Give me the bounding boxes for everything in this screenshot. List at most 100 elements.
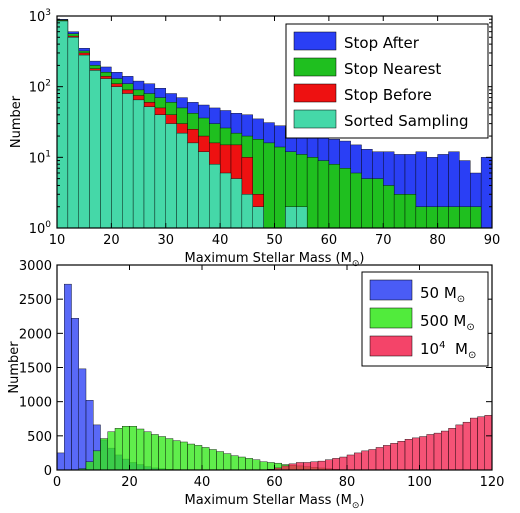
bar — [404, 194, 417, 228]
bar — [470, 206, 482, 228]
x-axis-label: Maximum Stellar Mass (M⊙) — [185, 251, 365, 269]
bar — [132, 99, 145, 228]
legend-swatch — [369, 335, 413, 357]
y-tick-label: 1500 — [19, 362, 52, 377]
bar — [390, 443, 398, 470]
bar — [448, 428, 456, 470]
x-tick-label: 40 — [212, 233, 229, 248]
bar — [143, 106, 156, 228]
y-tick-label: 3000 — [19, 259, 52, 274]
legend-label-sub: ⊙ — [468, 350, 476, 361]
x-tick-label: 50 — [266, 233, 283, 248]
legend-label-sup: 4 — [439, 340, 445, 351]
x-tick-label: 80 — [429, 233, 446, 248]
legend-label-sub: ⊙ — [466, 322, 474, 333]
y-tick-label: 100 — [29, 220, 52, 237]
x-tick-label: 80 — [339, 475, 356, 490]
bar — [122, 426, 130, 470]
x-tick-label: 30 — [157, 233, 174, 248]
bar — [93, 450, 101, 470]
bars-group — [57, 19, 492, 228]
x-tick-label: 40 — [194, 475, 211, 490]
bar — [433, 432, 442, 470]
y-tick-exponent: 2 — [45, 79, 51, 89]
bar — [263, 142, 275, 228]
legend-swatch — [293, 31, 337, 51]
x-tick-label: 0 — [53, 475, 61, 490]
bar — [303, 462, 311, 470]
bar — [274, 146, 286, 228]
x-axis-label-main: Maximum Stellar Mass (M — [185, 251, 352, 266]
x-axis-label: Maximum Stellar Mass (M⊙) — [185, 493, 365, 511]
x-tick-label: 20 — [121, 475, 138, 490]
bar — [230, 455, 239, 470]
bar — [209, 163, 221, 228]
bar — [328, 163, 340, 228]
bar — [57, 20, 69, 228]
bar — [281, 465, 290, 470]
bar — [114, 428, 123, 470]
bar — [441, 430, 449, 470]
bar — [346, 454, 355, 470]
y-tick-label: 500 — [27, 430, 52, 445]
x-axis-label-sub: ⊙ — [352, 259, 360, 269]
bar — [317, 460, 326, 470]
legend-label-main: Stop After — [344, 34, 420, 52]
bar — [136, 428, 145, 470]
bar — [64, 283, 72, 470]
bar — [165, 438, 174, 470]
bar — [245, 458, 253, 470]
bar — [252, 206, 264, 228]
bar — [89, 70, 101, 228]
legend-label: Stop Nearest — [344, 60, 441, 78]
bar — [194, 445, 203, 470]
bar — [107, 431, 116, 470]
y-tick-label: 2000 — [19, 327, 52, 342]
y-tick-label: 102 — [29, 79, 51, 96]
bar — [252, 459, 261, 470]
bar — [383, 185, 395, 228]
bar — [85, 461, 94, 470]
bar — [361, 450, 369, 470]
bar — [180, 441, 188, 470]
x-axis-label-close: ) — [359, 251, 364, 266]
bar — [129, 426, 137, 470]
bar — [317, 160, 330, 228]
bar — [187, 443, 195, 470]
y-tick-exponent: 3 — [45, 8, 51, 18]
bar — [397, 441, 406, 470]
y-tick-base: 10 — [29, 10, 46, 25]
bar — [111, 86, 123, 228]
bar — [198, 151, 210, 228]
x-tick-label: 70 — [375, 233, 392, 248]
bar — [230, 178, 243, 228]
legend-label-sub: ⊙ — [457, 294, 465, 305]
legend-label: 500 M⊙ — [420, 312, 475, 333]
bar — [122, 93, 134, 228]
y-tick-label: 101 — [29, 149, 51, 166]
x-tick-label: 10 — [49, 233, 66, 248]
bar — [71, 318, 79, 470]
legend-swatch — [369, 279, 413, 301]
bar — [219, 172, 232, 228]
y-tick-exponent: 0 — [45, 220, 51, 230]
bar — [158, 436, 166, 470]
legend-label: Sorted Sampling — [344, 112, 468, 130]
legend-label: Stop After — [344, 34, 420, 52]
bar — [412, 437, 420, 470]
x-tick-label: 100 — [407, 475, 432, 490]
series-3 — [57, 20, 308, 228]
legend-label-main: 500 M — [420, 312, 466, 330]
bar — [78, 54, 90, 228]
bar — [143, 431, 152, 470]
legend-label: 50 M⊙ — [420, 284, 465, 305]
bar — [201, 447, 210, 470]
y-tick-label: 103 — [29, 8, 51, 25]
y-tick-base: 10 — [29, 81, 46, 96]
bar — [459, 206, 471, 228]
bar — [361, 178, 373, 228]
bar — [339, 168, 351, 228]
bar — [306, 157, 319, 228]
x-tick-label: 20 — [103, 233, 120, 248]
bar — [241, 194, 253, 228]
